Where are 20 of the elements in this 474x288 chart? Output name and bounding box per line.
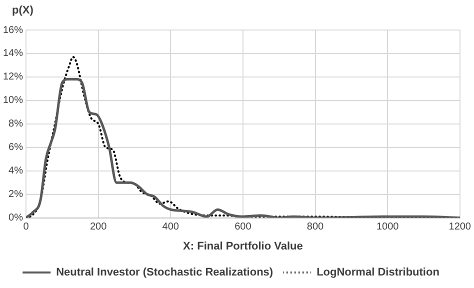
legend-label: LogNormal Distribution xyxy=(316,266,440,279)
x-tick-label: 200 xyxy=(90,222,108,233)
x-tick-label: 1200 xyxy=(448,222,472,233)
x-tick-label: 800 xyxy=(306,222,324,233)
y-tick-label: 8% xyxy=(8,118,24,130)
y-axis-title: p(X) xyxy=(12,4,34,17)
x-tick-label: 600 xyxy=(234,222,252,233)
legend-label: Neutral Investor (Stochastic Realizations) xyxy=(56,266,274,279)
y-tick-label: 6% xyxy=(8,142,24,154)
y-tick-label: 4% xyxy=(8,166,24,177)
y-tick-label: 0% xyxy=(8,212,24,224)
y-tick-label: 14% xyxy=(3,48,24,60)
y-tick-label: 16% xyxy=(3,24,24,36)
x-tick-label: 0 xyxy=(23,222,30,233)
x-axis-title: X: Final Portfolio Value xyxy=(183,240,303,252)
x-tick-label: 1000 xyxy=(376,222,400,233)
y-tick-label: 10% xyxy=(3,95,24,106)
y-tick-label: 12% xyxy=(3,72,24,83)
x-tick-label: 400 xyxy=(162,222,180,233)
y-tick-label: 2% xyxy=(8,189,24,200)
